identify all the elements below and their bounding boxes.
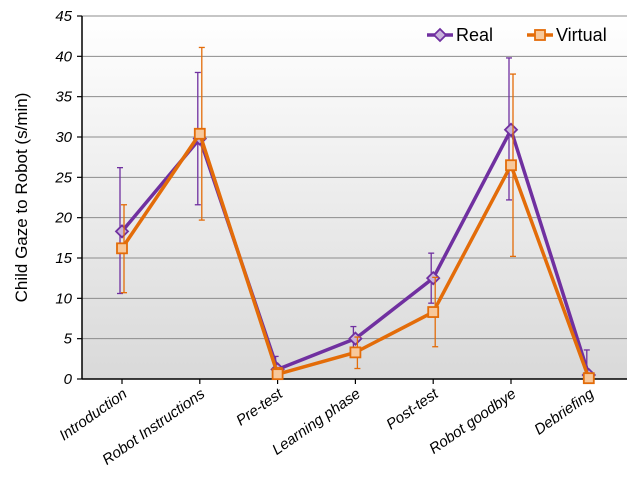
x-tick-label: Post-test (383, 385, 442, 433)
plot-area (82, 16, 627, 379)
legend-marker (534, 29, 546, 41)
legend-label: Virtual (556, 25, 607, 45)
y-tick-label: 40 (55, 48, 72, 65)
legend-marker (432, 27, 448, 43)
y-tick-label: 0 (64, 371, 73, 388)
y-tick-label: 20 (54, 210, 72, 227)
series-group (114, 46, 597, 385)
axes (77, 15, 627, 384)
y-axis-label: Child Gaze to Robot (s/min) (12, 93, 31, 303)
y-tick-label: 45 (55, 8, 72, 25)
gridlines (82, 15, 627, 340)
legend: Real Virtual (427, 25, 607, 45)
x-tick-label: Pre-test (233, 385, 286, 430)
y-tick-labels: 0 5 10 15 20 25 30 35 40 45 (54, 8, 72, 388)
data-point (116, 242, 128, 255)
data-point (114, 224, 130, 239)
legend-label: Real (456, 25, 493, 45)
data-point (427, 306, 440, 318)
series-virtual (116, 46, 595, 385)
data-point (425, 270, 441, 286)
data-point (503, 122, 519, 138)
data-point (349, 346, 362, 359)
x-tick-label: Debriefing (531, 385, 597, 439)
data-point (271, 368, 284, 381)
y-tick-label: 25 (54, 169, 72, 186)
y-tick-label: 5 (64, 331, 73, 348)
legend-item-real: Real (427, 25, 493, 45)
data-point (582, 372, 595, 385)
data-point (505, 159, 517, 172)
y-tick-label: 10 (55, 290, 72, 307)
y-tick-label: 15 (55, 250, 72, 267)
y-tick-label: 30 (55, 129, 72, 146)
legend-item-virtual: Virtual (527, 25, 607, 45)
x-tick-label: Introduction (56, 385, 130, 444)
data-point (193, 127, 206, 140)
x-tick-label: Robot goodbye (426, 385, 519, 457)
y-tick-label: 35 (55, 89, 72, 106)
